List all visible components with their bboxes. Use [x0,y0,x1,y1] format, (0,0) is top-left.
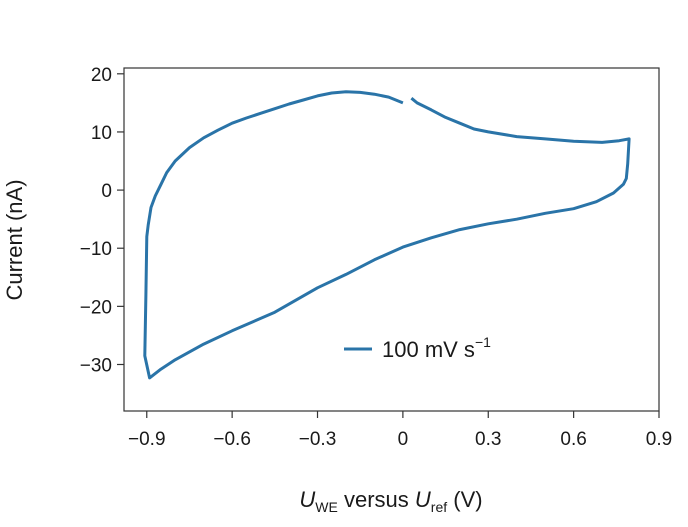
y-axis-ticks: 20 10 0 −10 −20 −30 [80,65,124,376]
series-line [143,90,631,380]
y-tick-label: −10 [80,239,112,260]
legend-label-sup: −1 [475,334,491,350]
x-axis-ticks: −0.9 −0.6 −0.3 0 0.3 0.6 0.9 [128,411,672,450]
y-axis-label: Current (nA) [2,179,27,300]
x-tick-label: −0.9 [128,429,166,450]
y-tick-label: 20 [91,65,112,86]
x-label-var2-sub: ref [431,499,447,515]
y-tick-label: −30 [80,355,112,376]
x-label-unit: (V) [447,487,482,512]
x-tick-label: 0.9 [646,429,672,450]
legend: 100 mV s−1 [344,334,491,362]
y-tick-label: 10 [91,123,112,144]
x-label-var2: U [415,487,431,512]
legend-label-main: 100 mV s [382,337,475,362]
x-tick-label: 0.6 [560,429,586,450]
x-label-var: U [299,487,315,512]
series-layer [143,90,631,380]
x-tick-label: 0 [398,429,409,450]
x-tick-label: 0.3 [475,429,501,450]
y-tick-label: 0 [101,181,112,202]
x-label-var-sub: WE [315,499,338,515]
x-label-mid: versus [338,487,415,512]
y-tick-label: −20 [80,297,112,318]
x-tick-label: −0.3 [299,429,337,450]
legend-label: 100 mV s−1 [382,334,491,362]
x-tick-label: −0.6 [213,429,251,450]
x-axis-label: UWE versus Uref (V) [299,487,482,515]
plot-frame [123,67,660,412]
